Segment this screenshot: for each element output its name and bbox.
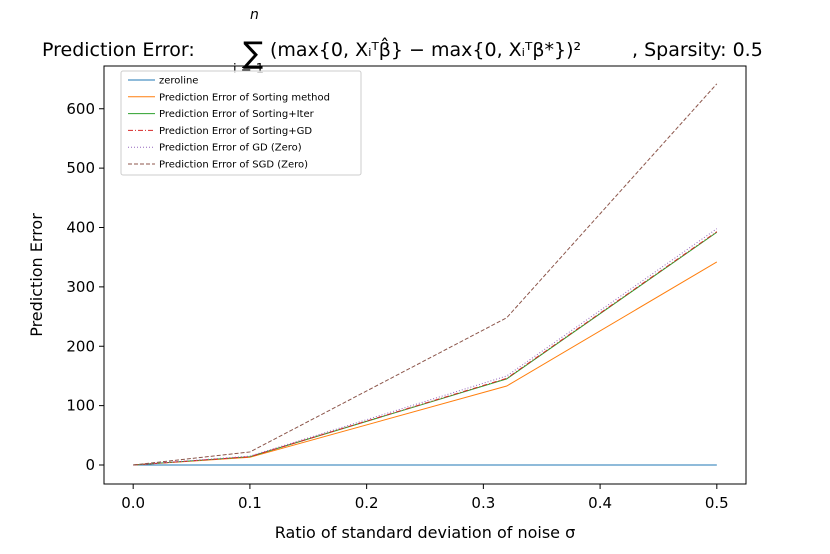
x-tick-label: 0.4 bbox=[588, 494, 612, 512]
x-tick-label: 0.1 bbox=[238, 494, 262, 512]
title-prefix: Prediction Error: bbox=[42, 39, 195, 61]
y-axis-title: Prediction Error bbox=[27, 213, 46, 337]
series-line-prediction-error-of-gd-zero bbox=[133, 228, 718, 466]
legend-label: Prediction Error of Sorting method bbox=[159, 92, 330, 103]
x-tick-label: 0.3 bbox=[471, 494, 495, 512]
series-line-prediction-error-of-sgd-zero bbox=[133, 83, 718, 466]
plot-area-frame bbox=[103, 65, 747, 485]
title-sum-upper: n bbox=[250, 7, 259, 23]
legend-label: Prediction Error of GD (Zero) bbox=[159, 143, 302, 154]
legend-label: Prediction Error of SGD (Zero) bbox=[159, 160, 308, 171]
legend-label: Prediction Error of Sorting+GD bbox=[159, 126, 312, 137]
y-tick-label: 500 bbox=[66, 159, 95, 177]
series-line-prediction-error-of-sorting-iter bbox=[133, 231, 718, 466]
title-suffix: , Sparsity: 0.5 bbox=[632, 39, 763, 61]
legend-box bbox=[120, 70, 362, 176]
x-tick-label: 0.2 bbox=[355, 494, 379, 512]
y-tick-label: 600 bbox=[66, 100, 95, 118]
series-group bbox=[133, 83, 718, 466]
y-axis: 0 100 200 300 400 500 600 bbox=[66, 100, 104, 474]
series-line-prediction-error-of-sorting-method bbox=[133, 261, 718, 466]
x-axis: 0.0 0.1 0.2 0.3 0.4 0.5 bbox=[121, 484, 729, 512]
title-sum-symbol: ∑ bbox=[243, 36, 263, 71]
y-tick-label: 300 bbox=[66, 278, 95, 296]
y-tick-label: 100 bbox=[66, 397, 95, 415]
y-tick-label: 400 bbox=[66, 219, 95, 237]
series-line-prediction-error-of-sorting-gd bbox=[133, 231, 718, 466]
y-tick-label: 0 bbox=[85, 456, 95, 474]
x-tick-label: 0.5 bbox=[705, 494, 729, 512]
x-tick-label: 0.0 bbox=[121, 494, 145, 512]
y-tick-label: 200 bbox=[66, 337, 95, 355]
legend-label: Prediction Error of Sorting+Iter bbox=[159, 109, 315, 120]
legend: zeroline Prediction Error of Sorting meth… bbox=[120, 70, 362, 176]
x-axis-title: Ratio of standard deviation of noise σ bbox=[275, 523, 575, 542]
title-formula: (max{0, Xᵢᵀβ̂} − max{0, Xᵢᵀβ*})² bbox=[270, 37, 581, 61]
legend-label: zeroline bbox=[159, 76, 198, 87]
